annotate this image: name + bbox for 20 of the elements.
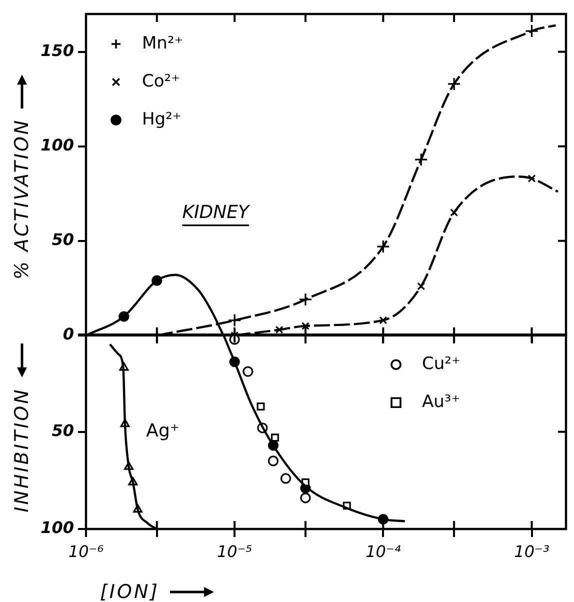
- y-axis-title: % ACTIVATION: [11, 118, 33, 280]
- y-tick-label: 0: [62, 324, 74, 344]
- x-tick-label: 10⁻⁴: [366, 542, 402, 561]
- legend-label: Au³⁺: [422, 392, 460, 412]
- x-axis-title: [ION]: [100, 581, 160, 602]
- y-tick-label: 50: [52, 420, 74, 440]
- x-tick-label: 10⁻³: [514, 542, 550, 561]
- annotation: Ag⁺: [146, 420, 180, 442]
- y-tick-label: 50: [52, 230, 74, 250]
- y-tick-label: 150: [40, 40, 74, 60]
- legend-label: Mn²⁺: [142, 33, 184, 54]
- x-tick-label: 10⁻⁵: [216, 542, 252, 561]
- y-axis-title: INHIBITION: [11, 387, 33, 512]
- legend-label: Hg²⁺: [142, 109, 182, 130]
- y-tick-label: 100: [40, 135, 74, 154]
- y-tick-label: 100: [40, 518, 74, 538]
- legend-label: Cu²⁺: [422, 354, 460, 374]
- legend-label: Co²⁺: [142, 71, 180, 92]
- x-tick-label: 10⁻⁶: [68, 542, 104, 561]
- annotation: KIDNEY: [182, 202, 252, 223]
